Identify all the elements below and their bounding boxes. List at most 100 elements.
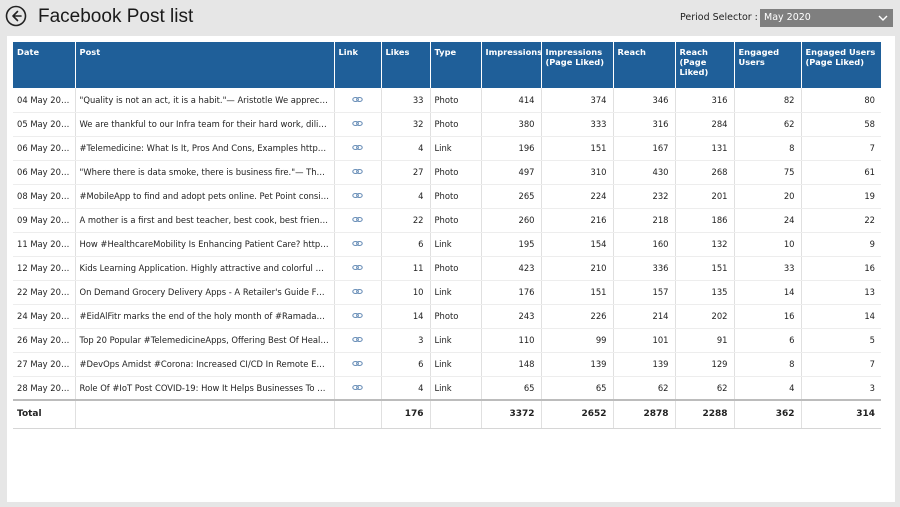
cell-reach-pl: 202 (675, 304, 735, 329)
cell-impressions-pl: 154 (541, 232, 614, 257)
cell-type: Photo (430, 160, 482, 185)
link-icon[interactable] (352, 288, 363, 295)
cell-reach-pl: 135 (675, 280, 735, 305)
link-icon[interactable] (352, 384, 363, 391)
table-body: 04 May 2020 "Quality is not an act, it is… (13, 88, 881, 429)
cell-engaged: 6 (734, 328, 802, 353)
cell-post: #DevOps Amidst #Corona: Increased CI/CD … (75, 352, 335, 377)
column-header[interactable]: Impressions (481, 42, 542, 88)
cell-date: 05 May 2020 (13, 112, 76, 137)
table-row[interactable]: 06 May 2020 #Telemedicine: What Is It, Pr… (13, 136, 881, 161)
cell-reach: 232 (613, 184, 676, 209)
cell-type: Photo (430, 256, 482, 281)
cell-post: "Where there is data smoke, there is bus… (75, 160, 335, 185)
period-selector-dropdown[interactable]: May 2020 (760, 9, 893, 27)
link-icon[interactable] (352, 120, 363, 127)
column-header[interactable]: Reach (613, 42, 676, 88)
link-icon[interactable] (352, 336, 363, 343)
total-engaged-pl: 314 (801, 399, 881, 429)
post-list-panel: Date Post Link Likes Type Impressions Impressi… (7, 36, 895, 502)
cell-impressions-pl: 374 (541, 88, 614, 113)
cell-likes: 33 (381, 88, 431, 113)
cell-post: How #HealthcareMobility Is Enhancing Pat… (75, 232, 335, 257)
link-icon[interactable] (352, 360, 363, 367)
link-icon[interactable] (352, 96, 363, 103)
link-icon[interactable] (352, 144, 363, 151)
cell-engaged: 62 (734, 112, 802, 137)
table-row[interactable]: 04 May 2020 "Quality is not an act, it is… (13, 88, 881, 113)
total-reach: 2878 (613, 399, 676, 429)
total-impressions-pl: 2652 (541, 399, 614, 429)
cell-impressions-pl: 310 (541, 160, 614, 185)
column-header[interactable]: Impressions (Page Liked) (541, 42, 614, 88)
cell-impressions: 148 (481, 352, 542, 377)
cell-post: #MobileApp to find and adopt pets online… (75, 184, 335, 209)
cell-engaged: 4 (734, 376, 802, 401)
table-row[interactable]: 28 May 2020 Role Of #IoT Post COVID-19: H… (13, 376, 881, 401)
column-header[interactable]: Date (13, 42, 76, 88)
cell-post: A mother is a first and best teacher, be… (75, 208, 335, 233)
table-row[interactable]: 24 May 2020 #EidAlFitr marks the end of t… (13, 304, 881, 329)
cell-date: 08 May 2020 (13, 184, 76, 209)
post-table: Date Post Link Likes Type Impressions Impressi… (13, 42, 881, 429)
column-header[interactable]: Engaged Users (734, 42, 802, 88)
cell-impressions: 196 (481, 136, 542, 161)
column-header[interactable]: Reach (Page Liked) (675, 42, 735, 88)
cell-post: We are thankful to our Infra team for th… (75, 112, 335, 137)
cell-likes: 22 (381, 208, 431, 233)
cell-engaged-pl: 80 (801, 88, 881, 113)
table-row[interactable]: 11 May 2020 How #HealthcareMobility Is En… (13, 232, 881, 257)
cell-reach-pl: 201 (675, 184, 735, 209)
cell-reach: 167 (613, 136, 676, 161)
cell-impressions: 195 (481, 232, 542, 257)
link-icon[interactable] (352, 240, 363, 247)
cell-date: 27 May 2020 (13, 352, 76, 377)
cell-link (334, 352, 382, 377)
total-empty-cell (334, 399, 382, 429)
cell-engaged-pl: 58 (801, 112, 881, 137)
link-icon[interactable] (352, 192, 363, 199)
column-header[interactable]: Type (430, 42, 482, 88)
cell-engaged-pl: 5 (801, 328, 881, 353)
cell-type: Link (430, 280, 482, 305)
cell-reach-pl: 268 (675, 160, 735, 185)
column-header[interactable]: Likes (381, 42, 431, 88)
cell-post: Role Of #IoT Post COVID-19: How It Helps… (75, 376, 335, 401)
cell-engaged: 33 (734, 256, 802, 281)
cell-reach: 316 (613, 112, 676, 137)
column-header[interactable]: Link (334, 42, 382, 88)
cell-engaged-pl: 3 (801, 376, 881, 401)
link-icon[interactable] (352, 168, 363, 175)
table-row[interactable]: 05 May 2020 We are thankful to our Infra … (13, 112, 881, 137)
cell-engaged: 16 (734, 304, 802, 329)
cell-post: On Demand Grocery Delivery Apps - A Reta… (75, 280, 335, 305)
cell-engaged-pl: 61 (801, 160, 881, 185)
cell-reach-pl: 131 (675, 136, 735, 161)
cell-date: 26 May 2020 (13, 328, 76, 353)
table-row[interactable]: 22 May 2020 On Demand Grocery Delivery Ap… (13, 280, 881, 305)
cell-reach: 101 (613, 328, 676, 353)
link-icon[interactable] (352, 312, 363, 319)
table-row[interactable]: 09 May 2020 A mother is a first and best … (13, 208, 881, 233)
link-icon[interactable] (352, 216, 363, 223)
table-row[interactable]: 06 May 2020 "Where there is data smoke, t… (13, 160, 881, 185)
table-row[interactable]: 27 May 2020 #DevOps Amidst #Corona: Incre… (13, 352, 881, 377)
page-title: Facebook Post list (38, 6, 194, 27)
table-row[interactable]: 12 May 2020 Kids Learning Application. Hi… (13, 256, 881, 281)
table-row[interactable]: 26 May 2020 Top 20 Popular #TelemedicineA… (13, 328, 881, 353)
table-row[interactable]: 08 May 2020 #MobileApp to find and adopt … (13, 184, 881, 209)
cell-link (334, 328, 382, 353)
cell-impressions-pl: 99 (541, 328, 614, 353)
column-header[interactable]: Post (75, 42, 335, 88)
cell-engaged-pl: 9 (801, 232, 881, 257)
cell-likes: 6 (381, 352, 431, 377)
column-header[interactable]: Engaged Users (Page Liked) (801, 42, 881, 88)
cell-likes: 3 (381, 328, 431, 353)
cell-impressions-pl: 210 (541, 256, 614, 281)
link-icon[interactable] (352, 264, 363, 271)
cell-type: Link (430, 232, 482, 257)
cell-impressions: 414 (481, 88, 542, 113)
cell-type: Photo (430, 88, 482, 113)
back-arrow-icon[interactable] (5, 5, 27, 27)
cell-type: Photo (430, 112, 482, 137)
